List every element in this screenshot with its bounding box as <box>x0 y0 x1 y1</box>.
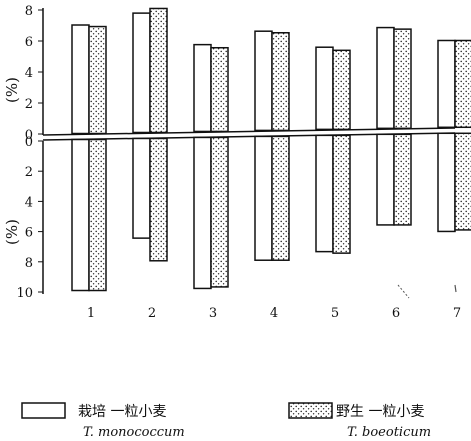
lower-tick-label: 6 <box>25 226 33 241</box>
bar-lower-wild <box>210 136 229 288</box>
bar-upper-cultivated <box>254 30 273 132</box>
legend-label-cultivated-latin: T. monococcum <box>83 425 185 440</box>
upper-tick-label: 4 <box>25 66 33 81</box>
bar-lower-wild <box>88 138 107 292</box>
legend-swatch-plain <box>21 402 66 419</box>
lower-y-axis-label: (%) <box>3 219 21 245</box>
legend-label-wild-latin: T. boeoticum <box>347 425 431 440</box>
bar-upper-cultivated <box>71 24 90 135</box>
bar-lower-wild <box>393 133 412 226</box>
bar-lower-cultivated <box>437 132 456 233</box>
bar-upper-wild <box>271 31 290 132</box>
lower-tick-label: 0 <box>25 135 33 150</box>
bar-upper-wild <box>149 7 168 134</box>
upper-y-axis-label: (%) <box>3 77 21 103</box>
category-label: 3 <box>209 306 217 321</box>
bar-lower-cultivated <box>71 138 90 292</box>
upper-y-ticks: 8 6 4 2 0 <box>25 4 43 143</box>
category-label: 5 <box>331 306 339 321</box>
category-label: 7 <box>453 306 461 321</box>
category-label: 6 <box>392 306 400 321</box>
upper-tick-label: 6 <box>25 35 33 50</box>
bar-upper-cultivated <box>376 26 395 130</box>
upper-baseline <box>42 127 456 136</box>
bar-upper-cultivated <box>315 46 334 131</box>
bar-lower-wild <box>149 137 168 262</box>
bar-upper-cultivated <box>132 12 151 134</box>
upper-tick-label: 2 <box>25 97 33 112</box>
legend: 栽培 一粒小麦 T. monococcum 野生 一粒小麦 T. boeotic… <box>21 402 431 440</box>
bar-upper-wild <box>88 25 107 135</box>
lower-tick-label: 2 <box>25 165 33 180</box>
bar-lower-cultivated <box>315 134 334 253</box>
upper-tick-label: 8 <box>25 4 33 19</box>
bar-upper-wild <box>332 49 351 131</box>
bar-upper-wild <box>393 28 412 130</box>
bar-lower-cultivated <box>132 137 151 239</box>
lower-tick-label: 4 <box>25 195 33 210</box>
category-label: 4 <box>270 306 278 321</box>
bar-lower-wild <box>454 132 471 231</box>
bar-lower-cultivated <box>376 133 395 226</box>
bar-lower-wild <box>271 135 290 261</box>
bar-lower-cultivated <box>254 135 273 261</box>
category-labels: 1 2 3 4 5 6 7 <box>87 306 461 321</box>
legend-label-wild-cn: 野生 一粒小麦 <box>336 404 424 420</box>
bar-upper-cultivated <box>193 43 212 133</box>
upper-tick-label: 0 <box>25 128 33 143</box>
legend-label-cultivated-cn: 栽培 一粒小麦 <box>78 404 166 420</box>
lower-y-ticks: 0 2 4 6 8 10 <box>16 135 43 301</box>
bar-upper-wild <box>210 46 229 133</box>
bar-upper-wild <box>454 39 471 129</box>
scan-mark-2 <box>454 284 457 293</box>
bars-group <box>71 7 471 292</box>
bar-upper-cultivated <box>437 39 456 129</box>
bar-lower-wild <box>332 134 351 254</box>
category-label: 2 <box>148 306 156 321</box>
category-label: 1 <box>87 306 95 321</box>
scan-mark <box>397 284 410 299</box>
legend-swatch-dotted <box>288 402 333 419</box>
lower-tick-label: 8 <box>25 256 33 271</box>
lower-tick-label: 10 <box>16 286 33 301</box>
bar-lower-cultivated <box>193 136 212 290</box>
